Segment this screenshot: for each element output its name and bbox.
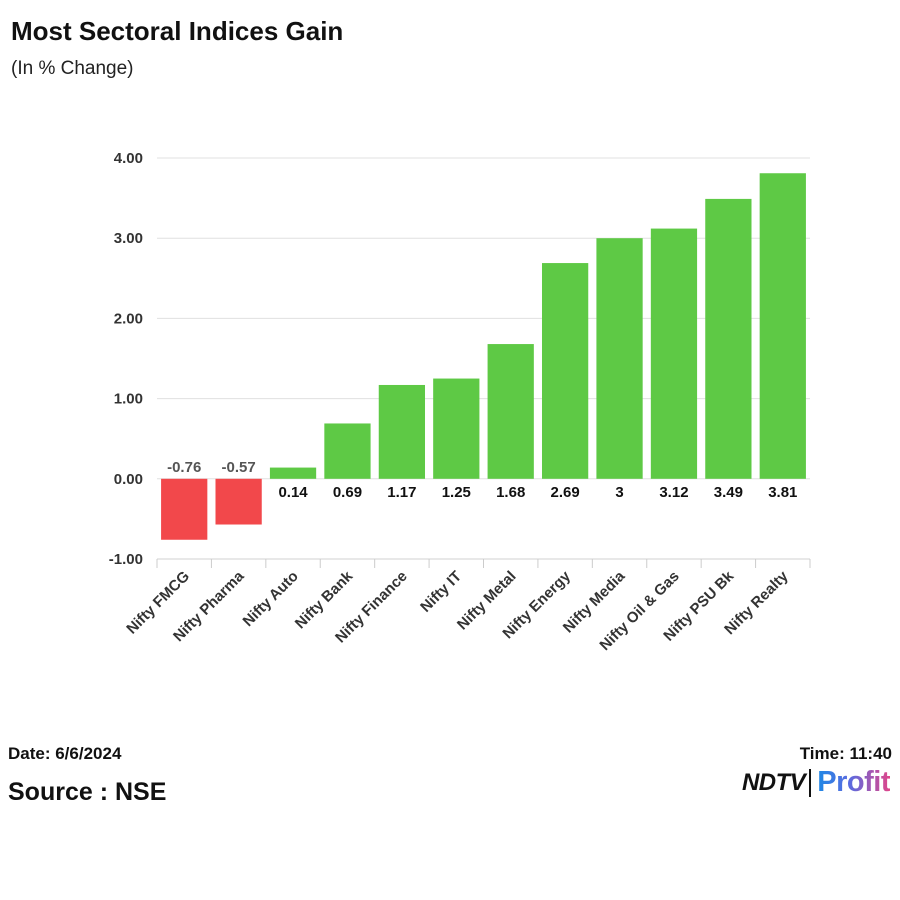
data-label: -0.76 <box>167 459 201 476</box>
data-label: 3 <box>615 484 623 501</box>
time-label: Time: 11:40 <box>799 744 892 763</box>
y-tick-label: 1.00 <box>114 391 143 408</box>
data-label: 1.68 <box>496 484 525 501</box>
bar <box>705 198 752 479</box>
bar-chart: -0.76 -0.57 0.14 0.69 1.17 1.25 1.68 2.69 3 3.12 3… <box>109 150 811 654</box>
bar <box>324 423 371 479</box>
y-tick-label: 0.00 <box>114 471 143 488</box>
data-label: 0.69 <box>333 484 362 501</box>
bar <box>541 263 589 479</box>
bar <box>596 238 643 479</box>
brand-ndtv-text: NDTV <box>741 768 806 796</box>
bar <box>378 384 426 479</box>
data-label: 3.12 <box>659 484 688 501</box>
y-tick-label: -1.00 <box>109 551 143 568</box>
chart-subtitle: (In % Change) <box>11 58 134 79</box>
bar <box>759 173 806 479</box>
bar <box>433 378 480 479</box>
brand-profit-text: Profit <box>817 766 890 798</box>
brand-separator <box>809 768 812 797</box>
data-label: 0.14 <box>278 484 308 501</box>
bar <box>161 478 208 540</box>
data-label: 1.25 <box>442 484 471 501</box>
bar <box>215 478 262 525</box>
data-label: 3.81 <box>768 484 797 501</box>
x-category-label: Nifty IT <box>417 568 465 616</box>
bar <box>269 467 317 479</box>
y-tick-label: 2.00 <box>114 310 143 327</box>
data-label: 3.49 <box>714 484 743 501</box>
chart-title: Most Sectoral Indices Gain <box>11 16 344 46</box>
data-label: -0.57 <box>222 459 256 476</box>
ndtv-profit-logo: NDTV Profit <box>741 766 891 799</box>
source-label: Source : NSE <box>8 778 167 806</box>
data-label: 2.69 <box>551 484 580 501</box>
y-tick-label: 3.00 <box>114 230 143 247</box>
y-tick-label: 4.00 <box>114 150 143 167</box>
bar <box>650 228 698 479</box>
data-label: 1.17 <box>387 484 416 501</box>
date-label: Date: 6/6/2024 <box>8 744 122 763</box>
bar <box>487 344 534 479</box>
